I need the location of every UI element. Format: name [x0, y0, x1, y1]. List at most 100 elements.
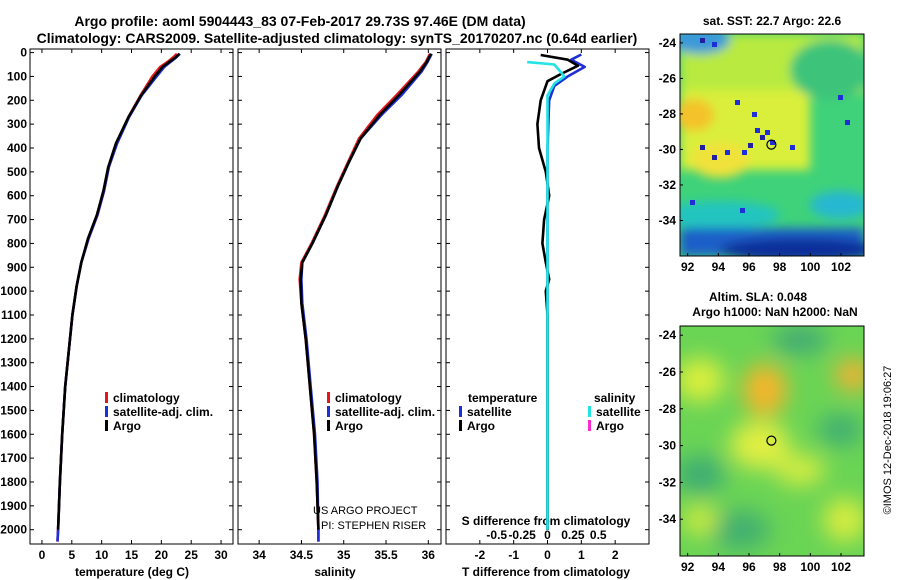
- sst-cloud-mask: [690, 38, 850, 213]
- depth-axis: 0 100 200 300 400 500 600 700 800 900 1000 1100 1200…: [0, 46, 27, 537]
- difference-series: [527, 53, 586, 530]
- depth-tick-label: 1000: [0, 284, 27, 298]
- map-y-tick-label: -24: [659, 328, 677, 342]
- x-tick-label: 35: [337, 548, 351, 562]
- depth-tick-label: 200: [7, 93, 27, 107]
- depth-tick-label: 500: [7, 165, 27, 179]
- credit-line-1: US ARGO PROJECT: [313, 505, 418, 517]
- s-diff-tick-label: 0.25: [561, 528, 585, 542]
- x-tick-label: 34.5: [290, 548, 314, 562]
- depth-tick-label: 300: [7, 117, 27, 131]
- temperature-x-ticks: 0 5 10 15 20 25 30: [39, 49, 228, 562]
- depth-tick-label: 1700: [0, 451, 27, 465]
- depth-tick-label: 1300: [0, 356, 27, 370]
- difference-legend: temperature salinity satellite Argo sate…: [459, 391, 641, 433]
- sst-map-frame: [679, 33, 865, 257]
- sla-float-marker: [766, 435, 777, 446]
- map-x-tick-label: 94: [712, 260, 726, 274]
- series-line-t-argo: [536, 53, 580, 530]
- x-tick-label: 2: [612, 548, 619, 562]
- legend-swatch-satellite-adj: [327, 406, 330, 417]
- map-y-tick-label: -24: [659, 36, 677, 50]
- map-y-tick-label: -30: [659, 439, 677, 453]
- map-y-tick-label: -30: [659, 142, 677, 156]
- depth-tick-label: 1800: [0, 475, 27, 489]
- map-y-tick-label: -26: [659, 71, 677, 85]
- credit-line-2: PI: STEPHEN RISER: [321, 520, 426, 532]
- legend-swatch-s-satellite: [588, 406, 591, 417]
- temperature-legend: climatology satellite-adj. clim. Argo: [105, 391, 213, 433]
- sla-map-field: [680, 326, 864, 556]
- salinity-panel-frame: [237, 48, 442, 545]
- legend-label-climatology: climatology: [335, 391, 402, 405]
- depth-tick-label: 700: [7, 213, 27, 227]
- x-tick-label: 1: [578, 548, 585, 562]
- x-tick-label: -1: [508, 548, 519, 562]
- map-y-tick-label: -28: [659, 107, 677, 121]
- depth-tick-label: 1600: [0, 427, 27, 441]
- sst-map-field: [680, 34, 864, 256]
- legend-swatch-climatology: [105, 392, 108, 403]
- legend-swatch-satellite-adj: [105, 406, 108, 417]
- depth-tick-label: 1200: [0, 332, 27, 346]
- sla-map-title: Altim. SLA: 0.048: [709, 290, 807, 304]
- s-diff-tick-label: 0: [544, 528, 551, 542]
- legend-title-temperature: temperature: [468, 391, 538, 405]
- x-tick-label: -2: [474, 548, 485, 562]
- map-x-tick-label: 92: [681, 560, 695, 574]
- x-tick-label: 25: [185, 548, 199, 562]
- map-x-tick-label: 96: [742, 260, 756, 274]
- legend-label-argo: Argo: [335, 419, 363, 433]
- imos-timestamp: ©IMOS 12-Dec-2018 19:06:27: [882, 366, 894, 515]
- sla-map-ticks: 92 94 96 98 100 102 -24 -26 -28 -30 -32 -34: [659, 328, 852, 574]
- salinity-difference-x-ticks: -0.5 -0.25 0 0.25 0.5: [486, 528, 607, 542]
- salinity-legend: climatology satellite-adj. clim. Argo: [327, 391, 435, 433]
- depth-tick-label: 1500: [0, 403, 27, 417]
- salinity-x-ticks: 34 34.5 35 35.5 36: [252, 49, 435, 562]
- x-tick-label: 15: [125, 548, 139, 562]
- map-y-tick-label: -32: [659, 178, 677, 192]
- map-x-tick-label: 100: [800, 560, 820, 574]
- temperature-series: [56, 52, 181, 542]
- sst-map-title: sat. SST: 22.7 Argo: 22.6: [703, 14, 842, 28]
- map-x-tick-label: 100: [800, 260, 820, 274]
- difference-x-ticks: -2 -1 0 1 2: [474, 49, 619, 562]
- legend-title-salinity: salinity: [594, 391, 636, 405]
- salinity-axis-label: salinity: [314, 565, 356, 579]
- series-line-climatology: [298, 53, 432, 542]
- s-diff-tick-label: -0.25: [508, 528, 536, 542]
- sst-float-marker: [766, 139, 777, 150]
- temperature-axis-label: temperature (deg C): [75, 565, 189, 579]
- map-x-tick-label: 102: [831, 560, 851, 574]
- map-x-tick-label: 96: [742, 560, 756, 574]
- x-tick-label: 30: [214, 548, 228, 562]
- legend-swatch-t-satellite: [459, 406, 462, 417]
- t-difference-axis-label: T difference from climatology: [462, 565, 630, 579]
- series-line-s-satellite: [527, 60, 566, 530]
- x-tick-label: 34: [252, 548, 266, 562]
- depth-tick-label: 900: [7, 260, 27, 274]
- depth-tick-label: 1400: [0, 380, 27, 394]
- map-x-tick-label: 94: [712, 560, 726, 574]
- depth-tick-label: 1100: [1, 308, 27, 322]
- series-line-argo: [56, 52, 181, 530]
- x-tick-label: 0: [544, 548, 551, 562]
- s-diff-tick-label: 0.5: [590, 528, 607, 542]
- legend-label-t-argo: Argo: [467, 419, 495, 433]
- map-x-tick-label: 102: [831, 260, 851, 274]
- x-tick-label: 5: [68, 548, 75, 562]
- legend-swatch-climatology: [327, 392, 330, 403]
- depth-tick-label: 100: [7, 69, 27, 83]
- map-x-tick-label: 98: [773, 260, 787, 274]
- header-line-1: Argo profile: aoml 5904443_83 07-Feb-201…: [74, 13, 525, 29]
- s-diff-tick-label: -0.5: [486, 528, 507, 542]
- legend-label-satellite-adj: satellite-adj. clim.: [335, 405, 435, 419]
- header-line-2: Climatology: CARS2009. Satellite-adjuste…: [37, 30, 638, 46]
- s-difference-axis-label: S difference from climatology: [462, 514, 631, 528]
- series-line-argo: [299, 53, 433, 530]
- legend-label-t-satellite: satellite: [467, 405, 512, 419]
- x-tick-label: 36: [422, 548, 436, 562]
- legend-swatch-argo: [327, 420, 330, 431]
- depth-tick-label: 2000: [0, 523, 27, 537]
